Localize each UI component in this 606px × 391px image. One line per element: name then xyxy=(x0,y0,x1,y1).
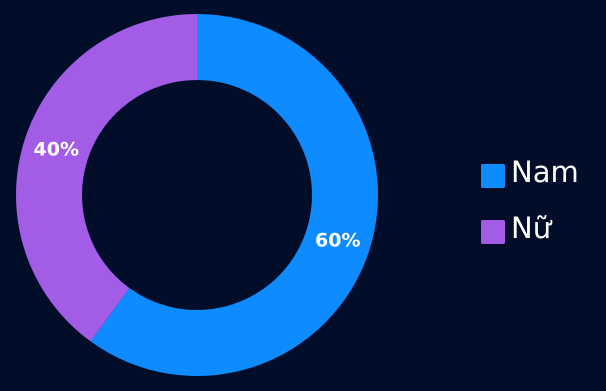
legend-item-nam: Nam xyxy=(481,150,579,194)
legend-swatch-nam xyxy=(481,164,505,188)
legend-label-nam: Nam xyxy=(511,155,579,189)
legend-item-nu: Nữ xyxy=(481,206,579,250)
donut-slice-nữ xyxy=(16,14,197,342)
legend-label-nu: Nữ xyxy=(511,211,552,245)
donut-slice-nam xyxy=(90,14,379,377)
slice-value-label-nam: 60% xyxy=(315,230,360,252)
legend-swatch-nu xyxy=(481,220,505,244)
legend: Nam Nữ xyxy=(481,150,579,262)
slice-value-label-nữ: 40% xyxy=(34,138,79,160)
